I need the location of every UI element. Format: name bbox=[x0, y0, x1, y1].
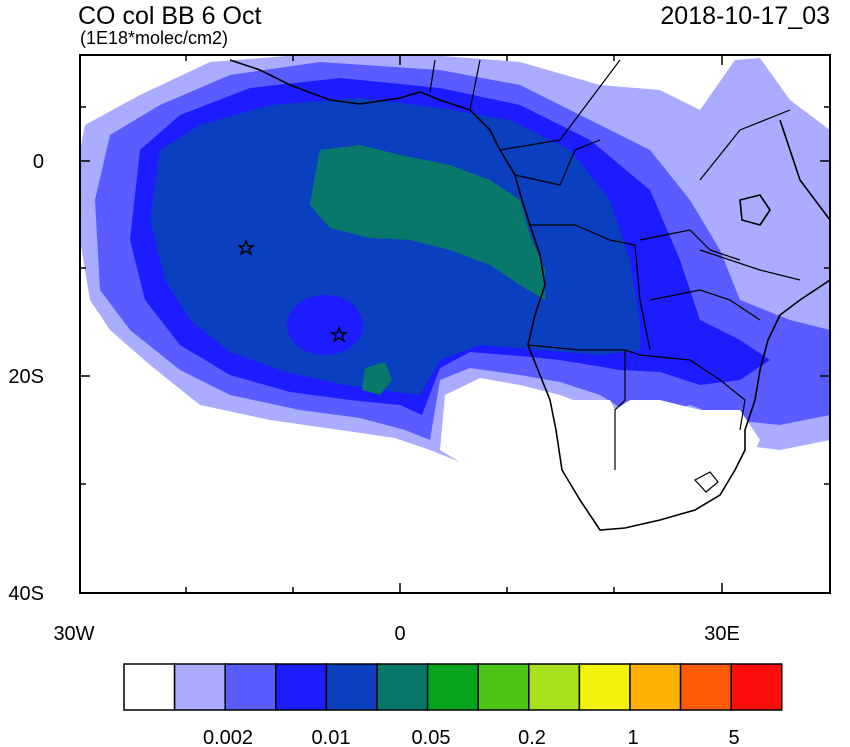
y-tick-labels: 0 20S 40S bbox=[8, 151, 44, 605]
units-label: (1E18*molec/cm2) bbox=[80, 28, 229, 48]
border-11 bbox=[699, 109, 791, 181]
colorbar-label: 0.2 bbox=[518, 727, 546, 747]
colorbar-box bbox=[477, 663, 530, 711]
star-markers bbox=[236, 239, 349, 343]
y-tick-label: 0 bbox=[33, 151, 44, 173]
colorbar-label: 0.05 bbox=[412, 727, 451, 747]
colorbar-box bbox=[325, 663, 378, 711]
africa-west-coast bbox=[499, 149, 830, 531]
west-africa-coast bbox=[229, 59, 501, 151]
plot-frame bbox=[79, 54, 831, 594]
border-2 bbox=[469, 59, 481, 111]
border-10 bbox=[689, 359, 746, 431]
colorbar: 0.002 0.01 0.05 0.2 1 5 bbox=[123, 663, 783, 747]
border-12 bbox=[699, 249, 801, 281]
border-8 bbox=[649, 289, 761, 321]
colorbar-box bbox=[173, 663, 226, 711]
colorbar-box bbox=[275, 663, 328, 711]
y-tick-label: 20S bbox=[8, 366, 44, 388]
border-4 bbox=[514, 139, 601, 186]
x-tick-label: 30W bbox=[53, 623, 94, 645]
plume-band-4 bbox=[150, 98, 640, 395]
lesotho bbox=[694, 471, 719, 493]
map-plot bbox=[80, 55, 830, 593]
border-3 bbox=[499, 59, 621, 151]
colorbar-label: 5 bbox=[728, 727, 739, 747]
star-marker-2 bbox=[329, 326, 349, 343]
x-tick-label: 0 bbox=[394, 623, 405, 645]
colorbar-box bbox=[629, 663, 682, 711]
colorbar-box bbox=[578, 663, 631, 711]
colorbar-box bbox=[123, 663, 176, 711]
border-1 bbox=[429, 59, 436, 93]
border-7 bbox=[614, 350, 626, 470]
southern-africa-land-clear bbox=[562, 400, 760, 530]
x-tick-labels: 30W 0 30E bbox=[53, 623, 739, 645]
colorbar-boxes bbox=[123, 663, 783, 711]
axis-ticks bbox=[79, 55, 830, 594]
colorbar-box bbox=[679, 663, 732, 711]
colorbar-label: 0.01 bbox=[312, 727, 351, 747]
colorbar-label: 1 bbox=[627, 727, 638, 747]
colorbar-labels: 0.002 0.01 0.05 0.2 1 5 bbox=[203, 727, 740, 747]
map-title: CO col BB 6 Oct bbox=[78, 2, 262, 30]
plume-core bbox=[310, 145, 545, 300]
plume-clear-patch bbox=[287, 295, 363, 355]
east-africa-coast bbox=[779, 119, 830, 221]
border-5 bbox=[530, 224, 651, 351]
colorbar-box bbox=[224, 663, 277, 711]
colorbar-label: 0.002 bbox=[203, 727, 253, 747]
lake-victoria bbox=[739, 194, 771, 226]
datetime-label: 2018-10-17_03 bbox=[660, 2, 830, 30]
plume-core-south bbox=[362, 362, 392, 395]
colorbar-box bbox=[376, 663, 429, 711]
colorbar-box bbox=[528, 663, 581, 711]
country-borders bbox=[429, 59, 801, 493]
x-tick-label: 30E bbox=[704, 623, 740, 645]
star-marker-1 bbox=[236, 239, 256, 256]
border-9 bbox=[639, 229, 741, 261]
co-plume-layer bbox=[80, 55, 830, 462]
y-tick-label: 40S bbox=[8, 583, 44, 605]
coastlines bbox=[229, 59, 830, 531]
colorbar-box bbox=[426, 663, 479, 711]
colorbar-box bbox=[730, 663, 783, 711]
